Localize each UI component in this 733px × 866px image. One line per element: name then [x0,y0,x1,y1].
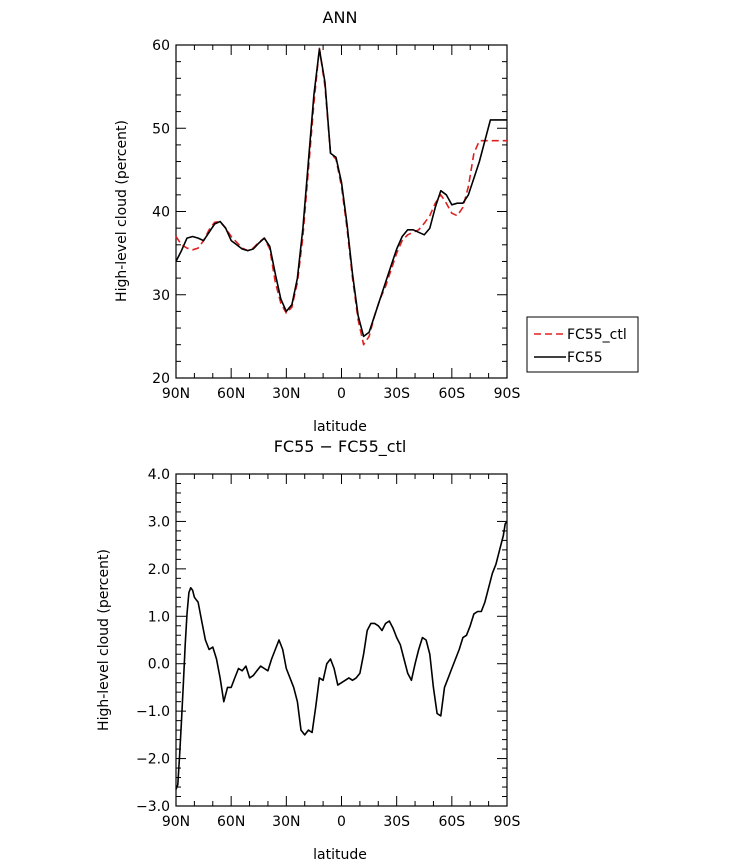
bottom-x-axis-label: latitude [313,847,367,863]
bottom-x-tick-label: 90S [494,814,521,830]
bottom-axis-ticks: 90N 60N 30N 0 30S 60S 90S −3.0 −2.0 −1.0 0.0 1.0 2.0… [136,467,520,830]
top-x-tick-label: 60N [217,386,245,402]
bottom-y-tick-label: 0.0 [148,657,170,673]
bottom-y-tick-label: −1.0 [136,704,170,720]
top-y-tick-label: 50 [152,121,170,137]
bottom-series-difference-0 [175,520,508,790]
bottom-y-tick-label: −3.0 [136,799,170,815]
top-plot-frame [175,44,508,379]
top-x-axis-label: latitude [313,419,367,435]
legend-box [526,316,639,373]
bottom-x-tick-label: 90N [162,814,190,830]
top-y-tick-label: 30 [152,288,170,304]
legend-label-fc55-ctl: FC55_ctl [567,327,627,343]
bottom-y-tick-label: 2.0 [148,562,170,578]
top-x-tick-label: 60S [438,386,465,402]
bottom-y-tick-label: 1.0 [148,609,170,625]
bottom-y-tick-label: 4.0 [148,467,170,483]
top-x-tick-label: 30N [272,386,300,402]
bottom-x-tick-label: 60N [217,814,245,830]
top-axis-ticks: 90N 60N 30N 0 30S 60S 90S 20 30 40 50 60 [152,38,520,402]
top-panel: ANN 90N 60N 30N 0 30S 60S 90S 20 30 40 50 60 latitu… [114,8,639,435]
bottom-y-tick-label: 3.0 [148,514,170,530]
top-y-tick-label: 40 [152,205,170,221]
top-x-tick-label: 30S [383,386,410,402]
top-series-fc55 [175,48,507,338]
bottom-y-tick-label: −2.0 [136,752,170,768]
bottom-x-tick-label: 0 [337,814,346,830]
bottom-y-axis-label: High-level cloud (percent) [96,549,112,731]
bottom-x-tick-label: 30N [272,814,300,830]
top-y-axis-label: High-level cloud (percent) [114,120,130,302]
bottom-x-tick-label: 30S [383,814,410,830]
bottom-panel: FC55 − FC55_ctl 90N 60N 30N 0 30S 60S 90S −3.0 −… [96,437,520,863]
top-y-tick-label: 20 [152,371,170,387]
bottom-series-group [175,520,508,790]
legend-label-fc55: FC55 [567,350,603,366]
top-y-tick-label: 60 [152,38,170,54]
bottom-x-tick-label: 60S [438,814,465,830]
top-x-tick-label: 90N [162,386,190,402]
top-series-fc55-ctl [175,47,507,346]
bottom-chart-title: FC55 − FC55_ctl [274,437,407,457]
top-x-tick-label: 90S [494,386,521,402]
top-series-group [175,47,507,346]
top-chart-title: ANN [323,8,358,27]
top-x-tick-label: 0 [337,386,346,402]
bottom-plot-frame [175,473,508,807]
legend: FC55_ctl FC55 [526,316,639,373]
